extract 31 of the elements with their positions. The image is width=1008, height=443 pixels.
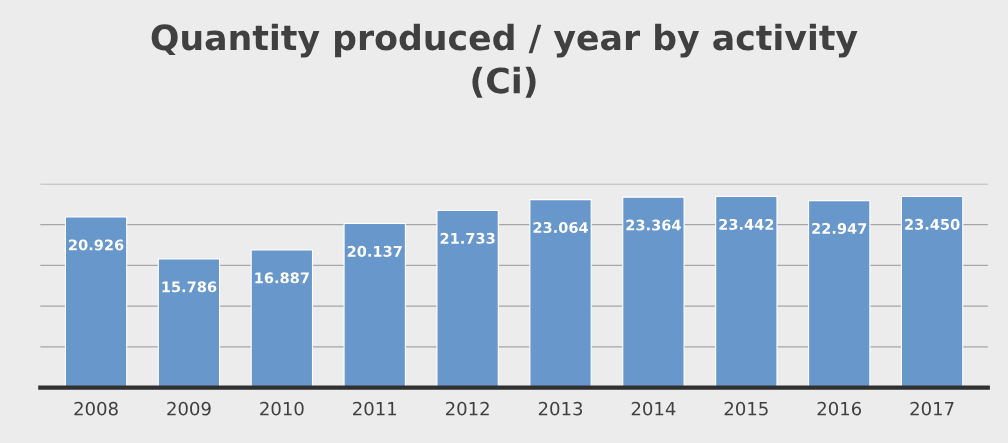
data-label: 22.947 — [812, 222, 867, 234]
x-tick-label: 2009 — [167, 401, 211, 416]
bar — [250, 249, 314, 388]
x-tick-label: 2014 — [631, 401, 676, 416]
data-label: 23.064 — [533, 221, 588, 234]
data-label: 23.364 — [626, 219, 681, 231]
x-tick-label: 2012 — [445, 401, 489, 416]
chart-title: Quantity produced / year by activity (Ci) — [151, 23, 858, 98]
x-tick-label: 2016 — [817, 401, 862, 416]
bar — [436, 209, 499, 388]
data-label: 21.733 — [440, 232, 495, 244]
data-label: 20.926 — [69, 239, 124, 251]
bar — [64, 216, 128, 388]
data-label: 23.442 — [719, 218, 774, 230]
bar — [900, 195, 964, 388]
data-label: 15.786 — [162, 281, 217, 293]
bar — [807, 200, 871, 388]
x-tick-label: 2008 — [74, 401, 118, 416]
x-tick-label: 2011 — [353, 401, 397, 416]
x-tick-label: 2010 — [260, 401, 304, 416]
data-label: 20.137 — [347, 245, 402, 257]
data-label: 23.450 — [905, 218, 960, 230]
x-tick-label: 2013 — [538, 401, 583, 416]
bar — [157, 258, 221, 388]
bar — [715, 195, 778, 388]
bar — [622, 196, 685, 388]
data-label: 16.887 — [255, 272, 309, 284]
bar — [529, 199, 592, 388]
x-tick-label: 2017 — [910, 401, 954, 416]
bar — [343, 222, 406, 388]
x-tick-label: 2015 — [724, 401, 768, 416]
